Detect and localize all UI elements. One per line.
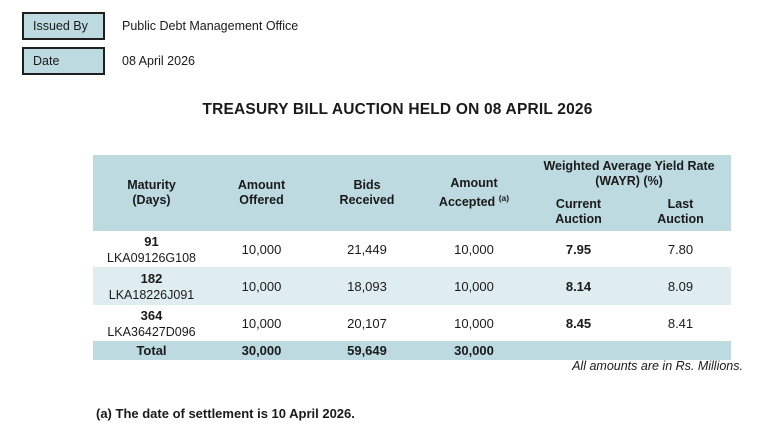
issued-by-box: Issued By — [22, 12, 105, 40]
col-header-bids-received: Bids Received — [313, 155, 421, 231]
amount-offered-cell: 10,000 — [210, 231, 313, 267]
col-header-maturity-line2: (Days) — [132, 193, 171, 207]
current-auction-line1: Current — [555, 197, 602, 211]
amount-accepted-word: Accepted — [438, 195, 496, 210]
wayr-current-cell: 7.95 — [527, 231, 630, 267]
maturity-cell: 91 LKA09126G108 — [93, 231, 210, 267]
bids-received-cell: 18,093 — [313, 267, 421, 305]
total-amount-offered-cell: 30,000 — [210, 341, 313, 360]
maturity-isin: LKA09126G108 — [107, 251, 196, 265]
col-header-bids-received-line2: Received — [339, 193, 395, 207]
auction-table: Maturity (Days) Amount Offered Bids Rece… — [93, 155, 731, 360]
col-header-bids-received-line1: Bids — [353, 178, 381, 192]
table-row-364: 364 LKA36427D096 10,000 20,107 10,000 8.… — [93, 305, 731, 341]
col-header-amount-accepted: Amount Accepted (a) — [421, 155, 527, 231]
units-note: All amounts are in Rs. Millions. — [572, 359, 743, 373]
current-auction-line2: Auction — [555, 212, 602, 226]
table-row-182: 182 LKA18226J091 10,000 18,093 10,000 8.… — [93, 267, 731, 305]
amount-offered-cell: 10,000 — [210, 305, 313, 341]
wayr-last-cell: 8.09 — [630, 267, 731, 305]
amount-offered-cell: 10,000 — [210, 267, 313, 305]
col-header-amount-offered-line1: Amount — [237, 178, 286, 192]
col-header-current-auction: Current Auction — [527, 193, 630, 231]
maturity-cell: 182 LKA18226J091 — [93, 267, 210, 305]
date-value: 08 April 2026 — [122, 54, 195, 68]
total-wayr-last-cell — [630, 341, 731, 360]
header-row-sub: Current Auction Last Auction — [93, 193, 731, 231]
col-header-amount-accepted-line2: Accepted (a) — [421, 191, 527, 210]
bids-received-cell: 21,449 — [313, 231, 421, 267]
wayr-last-cell: 7.80 — [630, 231, 731, 267]
date-label: Date — [33, 54, 60, 68]
table-row-total: Total 30,000 59,649 30,000 — [93, 341, 731, 360]
header-row-group: Maturity (Days) Amount Offered Bids Rece… — [93, 155, 731, 231]
page-title: TREASURY BILL AUCTION HELD ON 08 APRIL 2… — [202, 101, 593, 118]
maturity-isin: LKA36427D096 — [107, 325, 196, 339]
wayr-group-line2: (WAYR) (%) — [595, 174, 663, 188]
bids-received-cell: 20,107 — [313, 305, 421, 341]
total-amount-accepted-cell: 30,000 — [421, 341, 527, 360]
maturity-isin: LKA18226J091 — [108, 288, 195, 302]
maturity-cell: 364 LKA36427D096 — [93, 305, 210, 341]
wayr-current-cell: 8.45 — [527, 305, 630, 341]
wayr-last-cell: 8.41 — [630, 305, 731, 341]
total-wayr-current-cell — [527, 341, 630, 360]
table-row-91: 91 LKA09126G108 10,000 21,449 10,000 7.9… — [93, 231, 731, 267]
issued-by-label: Issued By — [33, 19, 88, 33]
maturity-days: 364 — [140, 308, 163, 323]
wayr-group-line1: Weighted Average Yield Rate — [543, 159, 715, 173]
settlement-footnote: (a) The date of settlement is 10 April 2… — [96, 406, 355, 421]
total-label-cell: Total — [93, 341, 210, 360]
total-bids-received-cell: 59,649 — [313, 341, 421, 360]
footnote-marker: (a) — [498, 192, 510, 203]
issued-by-value: Public Debt Management Office — [122, 19, 299, 33]
date-box: Date — [22, 47, 105, 75]
maturity-days: 182 — [140, 271, 163, 286]
col-header-amount-accepted-line1: Amount — [450, 175, 498, 190]
col-header-amount-offered: Amount Offered — [210, 155, 313, 231]
last-auction-line1: Last — [667, 197, 694, 211]
wayr-current-cell: 8.14 — [527, 267, 630, 305]
col-header-maturity-line1: Maturity — [127, 178, 176, 192]
maturity-days: 91 — [144, 234, 159, 249]
auction-table-wrapper: Maturity (Days) Amount Offered Bids Rece… — [93, 155, 731, 360]
amount-accepted-cell: 10,000 — [421, 267, 527, 305]
col-header-wayr-group: Weighted Average Yield Rate (WAYR) (%) — [527, 155, 731, 193]
last-auction-line2: Auction — [657, 212, 704, 226]
col-header-maturity: Maturity (Days) — [93, 155, 210, 231]
col-header-amount-offered-line2: Offered — [239, 193, 284, 207]
amount-accepted-cell: 10,000 — [421, 305, 527, 341]
col-header-last-auction: Last Auction — [630, 193, 731, 231]
amount-accepted-cell: 10,000 — [421, 231, 527, 267]
